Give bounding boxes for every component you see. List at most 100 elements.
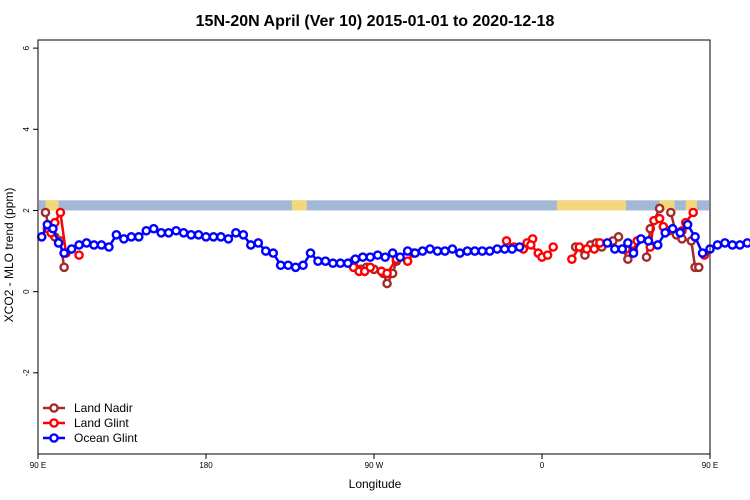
- data-point: [643, 236, 654, 246]
- data-point: [305, 248, 316, 258]
- data-point: [652, 240, 663, 250]
- data-point: [382, 268, 392, 279]
- data-point: [55, 207, 66, 218]
- data-point: [290, 262, 301, 273]
- series-layer: [36, 203, 750, 289]
- data-point: [66, 244, 77, 254]
- legend-item: Ocean Glint: [43, 431, 138, 445]
- data-point: [245, 240, 256, 250]
- data-point: [675, 227, 685, 238]
- data-point: [298, 260, 308, 271]
- data-point: [74, 240, 84, 250]
- data-point: [697, 248, 708, 258]
- data-point: [313, 256, 323, 267]
- x-tick-label: 90 E: [30, 461, 46, 470]
- data-point: [201, 232, 211, 242]
- data-point: [48, 223, 58, 234]
- data-point: [623, 254, 633, 264]
- data-point: [382, 278, 392, 289]
- x-tick-label: 90 E: [702, 461, 718, 470]
- data-point: [119, 234, 129, 244]
- legend-marker: [49, 433, 59, 443]
- data-point: [574, 242, 585, 252]
- data-point: [727, 240, 738, 250]
- x-tick-label: 180: [199, 461, 213, 470]
- data-point: [641, 252, 652, 262]
- data-point: [613, 232, 624, 242]
- data-point: [178, 227, 189, 238]
- data-point: [283, 260, 293, 271]
- x-tick-label: 0: [540, 461, 545, 470]
- data-point: [260, 246, 271, 256]
- data-point: [514, 242, 525, 252]
- land-segment: [291, 200, 307, 211]
- data-point: [141, 225, 152, 236]
- chart-title: 15N-20N April (Ver 10) 2015-01-01 to 202…: [196, 13, 555, 30]
- data-point: [171, 225, 181, 236]
- data-point: [89, 240, 99, 250]
- data-point: [484, 246, 495, 256]
- data-point: [238, 230, 249, 240]
- data-point: [425, 244, 435, 254]
- data-point: [156, 227, 166, 238]
- data-point: [59, 262, 69, 273]
- data-point: [694, 262, 704, 273]
- data-point: [742, 238, 750, 248]
- data-point: [582, 244, 592, 254]
- data-point: [253, 238, 264, 248]
- legend-label: Ocean Glint: [74, 431, 138, 445]
- data-point: [507, 244, 517, 254]
- legend-item: Land Nadir: [43, 401, 133, 415]
- data-point: [688, 207, 699, 218]
- series-ocean-glint: [36, 219, 750, 273]
- data-point: [148, 223, 159, 234]
- data-point: [667, 223, 678, 234]
- data-point: [447, 244, 458, 254]
- data-point: [365, 252, 376, 262]
- data-point: [610, 244, 620, 254]
- data-point: [111, 230, 122, 240]
- data-point: [542, 250, 553, 260]
- data-point: [636, 234, 646, 244]
- data-point: [440, 246, 450, 256]
- data-point: [372, 250, 383, 260]
- data-point: [548, 242, 559, 252]
- y-tick-label: 2: [22, 208, 31, 213]
- data-point: [268, 248, 279, 258]
- data-point: [602, 238, 613, 248]
- data-point: [589, 244, 600, 254]
- legend-label: Land Nadir: [74, 401, 133, 415]
- data-point: [455, 248, 465, 258]
- legend-marker: [49, 418, 59, 428]
- data-point: [617, 244, 628, 254]
- data-point: [660, 227, 671, 238]
- data-point: [357, 252, 368, 262]
- data-point: [365, 262, 376, 273]
- data-point: [402, 246, 413, 256]
- data-point: [126, 232, 137, 242]
- data-point: [682, 219, 693, 230]
- legend-item: Land Glint: [43, 416, 129, 430]
- data-point: [501, 236, 512, 246]
- data-point: [469, 246, 480, 256]
- data-point: [223, 234, 234, 244]
- data-point: [395, 252, 405, 262]
- data-point: [526, 240, 536, 250]
- data-point: [387, 248, 398, 258]
- land-segment: [45, 200, 59, 211]
- y-tick-label: 0: [22, 289, 31, 294]
- data-point: [59, 248, 69, 258]
- data-point: [186, 230, 196, 240]
- data-point: [623, 238, 633, 248]
- data-point: [163, 227, 174, 238]
- data-point: [96, 240, 107, 250]
- data-point: [666, 207, 676, 218]
- data-point: [654, 213, 665, 224]
- data-point: [275, 260, 286, 271]
- land-segment: [659, 200, 675, 211]
- data-point: [216, 232, 226, 242]
- data-point: [432, 246, 443, 256]
- data-point: [133, 232, 144, 242]
